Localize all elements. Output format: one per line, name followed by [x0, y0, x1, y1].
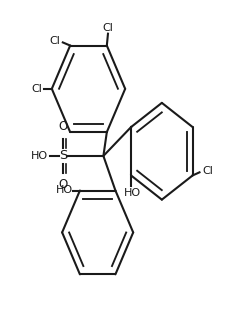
Text: Cl: Cl: [31, 84, 42, 94]
Text: Cl: Cl: [201, 166, 212, 176]
Text: O: O: [58, 120, 68, 133]
Text: Cl: Cl: [50, 37, 61, 47]
Text: HO: HO: [123, 188, 140, 198]
Text: S: S: [59, 149, 67, 163]
Text: HO: HO: [30, 151, 48, 161]
Text: O: O: [58, 179, 68, 192]
Text: HO: HO: [55, 185, 73, 195]
Text: Cl: Cl: [102, 23, 113, 33]
